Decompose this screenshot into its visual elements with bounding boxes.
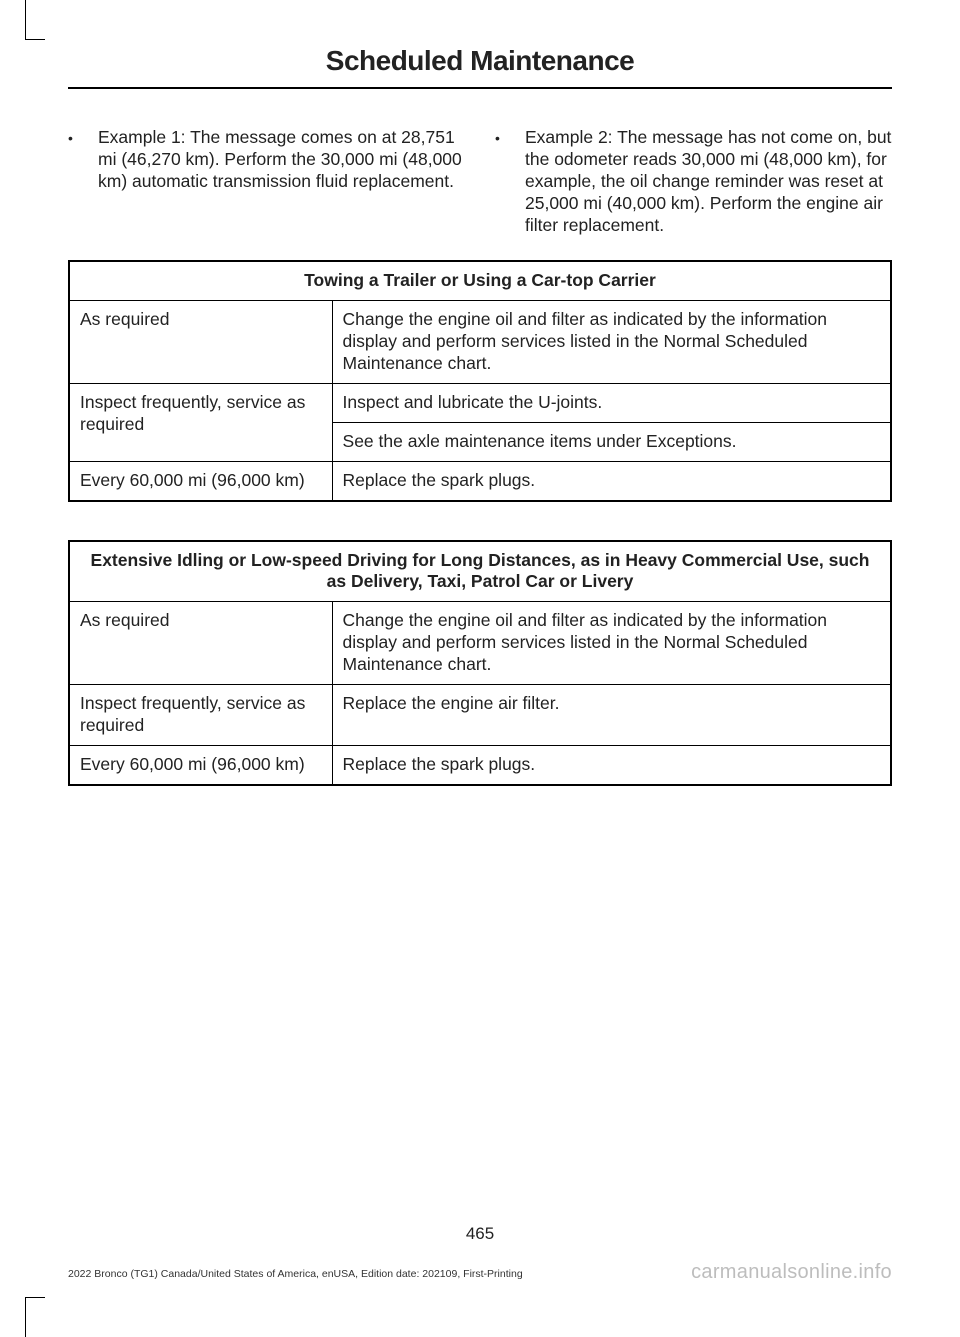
idling-table: Extensive Idling or Low-speed Driving fo… [68,540,892,786]
towing-table-title: Towing a Trailer or Using a Car-top Carr… [69,261,891,300]
bullet-example-2: • Example 2: The message has not come on… [495,127,892,236]
table-cell: Change the engine oil and filter as indi… [332,301,891,384]
table-cell: See the axle maintenance items under Exc… [332,422,891,461]
table-cell: Inspect and lubricate the U-joints. [332,383,891,422]
towing-table: Towing a Trailer or Using a Car-top Carr… [68,260,892,501]
footer-watermark: carmanualsonline.info [691,1261,892,1284]
table-cell: As required [69,602,332,685]
idling-table-title: Extensive Idling or Low-speed Driving fo… [69,541,891,602]
example-bullets: • Example 1: The message comes on at 28,… [68,127,892,236]
table-cell: Replace the spark plugs. [332,461,891,500]
page-content: Scheduled Maintenance • Example 1: The m… [68,45,892,1292]
page-number: 465 [68,1224,892,1244]
table-cell: Replace the spark plugs. [332,745,891,784]
bullet-marker: • [68,127,98,236]
bullet-text: Example 2: The message has not come on, … [525,127,892,236]
bullet-text: Example 1: The message comes on at 28,75… [98,127,465,236]
table-cell: Every 60,000 mi (96,000 km) [69,745,332,784]
bullet-example-1: • Example 1: The message comes on at 28,… [68,127,465,236]
header-rule [68,87,892,89]
table-cell: Inspect frequently, service as required [69,684,332,745]
footer-edition: 2022 Bronco (TG1) Canada/United States o… [68,1268,523,1280]
table-cell: Replace the engine air filter. [332,684,891,745]
crop-mark-bottom-left [25,1297,45,1337]
table-cell: Every 60,000 mi (96,000 km) [69,461,332,500]
crop-mark-top-left [25,0,45,40]
bullet-marker: • [495,127,525,236]
page-title: Scheduled Maintenance [68,45,892,77]
table-cell: As required [69,301,332,384]
table-cell: Inspect frequently, service as required [69,383,332,461]
table-cell: Change the engine oil and filter as indi… [332,602,891,685]
